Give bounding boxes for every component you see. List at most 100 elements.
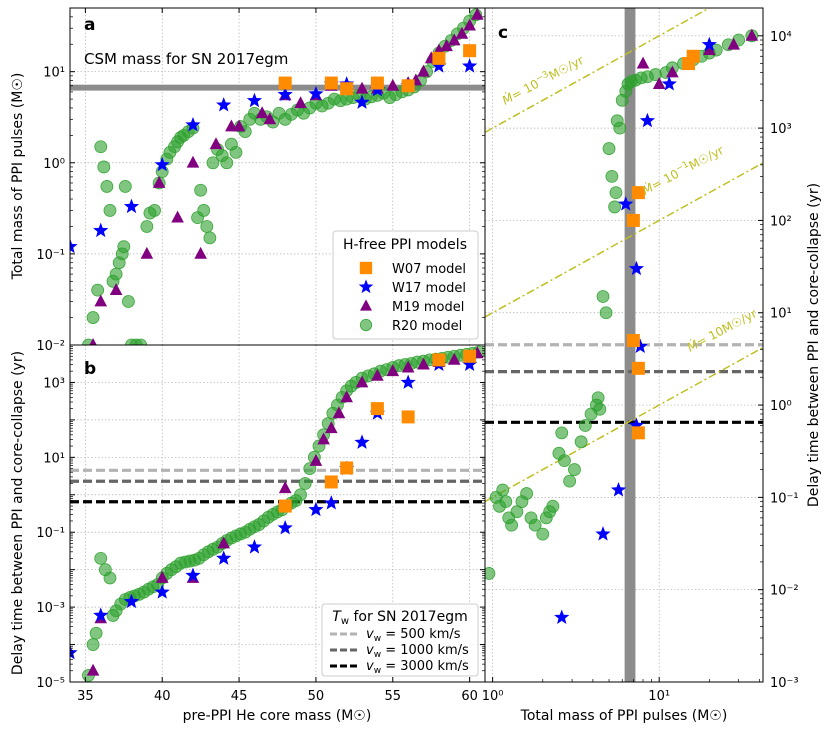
marker-r20 [602,142,616,155]
marker-w17 [277,86,293,102]
marker-r20 [86,311,100,324]
marker-w17 [462,356,478,372]
ytick-label: 10¹ [43,66,65,81]
marker-r20 [574,435,588,449]
ytick-label: 10⁻¹ [36,248,65,263]
panel-b-xlabel: pre-PPI He core mass (M☉) [183,708,372,724]
marker-r20 [510,505,524,519]
marker-r20 [294,488,307,502]
csm-band-horizontal [70,84,485,91]
mdot-line [485,162,763,318]
marker-r20 [608,200,622,214]
marker-r20 [86,638,100,651]
marker-w07 [463,349,477,363]
marker-r20 [89,626,103,640]
marker-r20 [496,483,510,497]
legend-entry-w17: W17 model [392,281,466,296]
marker-m19 [317,432,330,445]
marker-w07 [340,461,354,475]
panel-a-reference-band [70,84,485,91]
ytick-label: 10⁻² [36,339,65,354]
marker-w17 [323,495,339,510]
marker-m19 [89,338,97,345]
legend-entry-r20: R20 model [392,319,462,334]
xtick-label: 35 [77,689,94,704]
marker-m19 [440,39,453,52]
marker-r20 [298,477,312,490]
marker-w17 [618,196,634,211]
panel-c-ylabel: Delay time between PPI and core-collapse… [806,183,822,507]
legend-entry-m19: M19 model [392,300,464,315]
marker-w17 [595,526,611,541]
ytick-label: 10⁴ [770,30,792,45]
marker-m19 [636,56,650,69]
marker-m19 [417,64,430,77]
marker-r20 [122,295,135,308]
xtick-label: 60 [461,689,478,704]
mdot-line [485,346,763,503]
marker-m19 [263,112,277,125]
marker-w17 [639,112,656,128]
marker-r20 [229,146,243,159]
marker-m19 [360,299,372,311]
mdot-label-1e-3: Ṁ= 10−3M☉/yr [499,52,586,108]
marker-w17 [216,97,232,112]
ytick-label: 10⁻³ [36,601,65,616]
xtick-label: 50 [308,689,325,704]
marker-w07 [278,499,292,513]
marker-r20 [100,180,114,193]
marker-r20 [505,518,519,532]
legend-models-title: H-free PPI models [343,237,467,253]
marker-w17 [462,58,478,73]
marker-w17 [123,593,140,609]
panel-a-ticks: 10⁻² 10⁻¹ 10⁰ 10¹ [36,8,485,354]
marker-m19 [109,283,123,296]
marker-r20 [134,338,148,345]
marker-w17 [246,92,263,108]
ytick-label: 10³ [770,122,792,137]
marker-m19 [471,8,484,20]
marker-m19 [209,137,223,150]
marker-w07 [401,79,415,93]
marker-r20 [91,283,105,297]
marker-r20 [194,183,208,197]
marker-w07 [626,213,640,227]
marker-m19 [152,175,166,188]
marker-w17 [354,434,370,449]
marker-r20 [568,463,581,476]
marker-r20 [200,220,214,233]
marker-m19 [727,37,740,50]
xtick-label: 55 [385,689,402,704]
panel-c-frame [484,7,764,683]
marker-r20 [555,426,569,440]
marker-w17 [431,58,447,73]
marker-r20 [197,204,211,217]
marker-m19 [86,663,100,676]
marker-w07 [682,57,696,71]
panel-b-ticks: 10⁻⁵ 10⁻³ 10⁻¹ 10¹ 10³ 35 40 45 50 55 60 [36,344,485,704]
marker-m19 [171,210,184,223]
marker-m19 [447,352,461,365]
ytick-label: 10⁻⁵ [36,676,65,691]
marker-r20 [593,402,607,416]
marker-m19 [371,368,384,381]
marker-w17 [701,36,717,52]
marker-m19 [332,406,346,419]
marker-m19 [232,119,246,132]
panel-a-ylabel: Total mass of PPI pulses (M☉) [10,73,26,281]
marker-w17 [123,198,140,214]
ytick-label: 10⁻¹ [770,491,799,506]
marker-m19 [666,65,679,78]
legend-wind-entry-3000: vw = 3000 km/s [366,659,469,676]
marker-r20 [563,474,577,488]
marker-r20 [596,290,610,303]
panel-c-xlabel: Total mass of PPI pulses (M☉) [520,708,728,724]
marker-r20 [94,551,108,565]
marker-m19 [278,481,292,494]
marker-w17 [554,609,570,624]
marker-r20 [520,487,534,500]
marker-r20 [206,156,220,170]
ytick-label: 10¹ [770,307,792,322]
marker-w07 [370,76,384,90]
xtick-label: 10⁰ [482,689,504,704]
